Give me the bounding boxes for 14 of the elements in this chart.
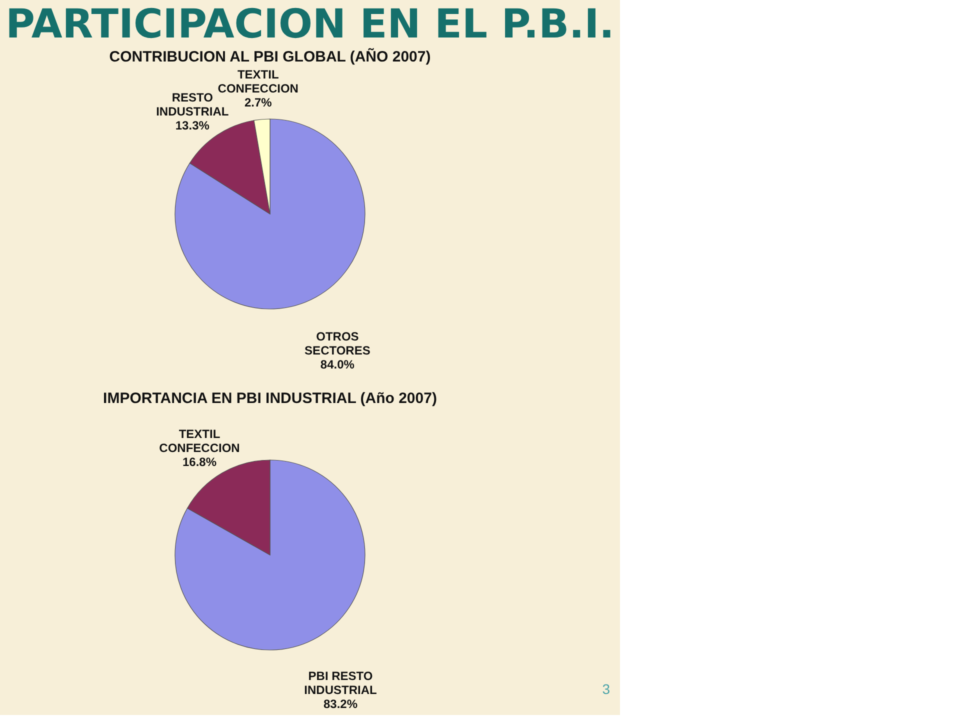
- data-label: 2.7%: [244, 96, 272, 110]
- data-label: 83.2%: [323, 696, 358, 711]
- text: 3: [602, 681, 610, 697]
- chart-title: IMPORTANCIA EN PBI INDUSTRIAL (Año 2007): [103, 390, 437, 407]
- chart-title: CONTRIBUCION AL PBI GLOBAL (AÑO 2007): [109, 48, 431, 66]
- pie-slice: [174, 118, 366, 310]
- data-label: 16.8%: [182, 455, 217, 470]
- slice-label: TEXTIL CONFECCION: [159, 427, 240, 456]
- pie-slice: [174, 460, 366, 650]
- slice-label: PBI RESTO INDUSTRIAL: [304, 668, 377, 697]
- data-label: 13.3%: [175, 118, 210, 132]
- slice-label: OTROS SECTORES: [304, 330, 370, 358]
- text: PARTICIPACION EN EL P.B.I.: [6, 2, 614, 48]
- data-label: 84.0%: [320, 358, 355, 372]
